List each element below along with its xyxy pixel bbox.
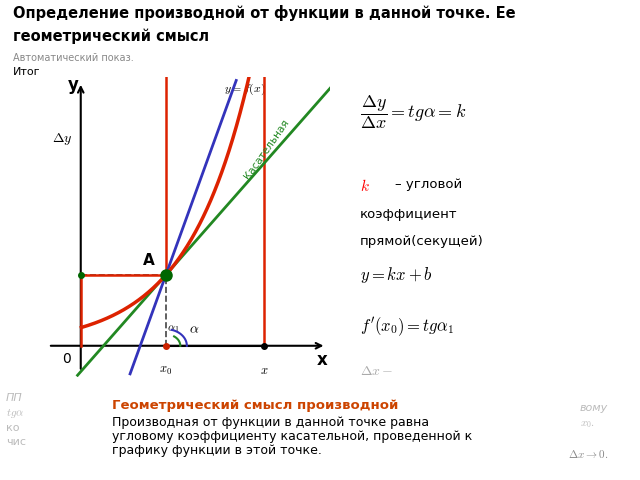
Text: угловому коэффициенту касательной, проведенной к: угловому коэффициенту касательной, прове… [112,430,472,443]
Text: $x_0$: $x_0$ [159,364,172,377]
Text: Автоматический показ.: Автоматический показ. [13,53,134,63]
Text: y: y [67,75,78,94]
Text: ПП: ПП [6,393,23,403]
Text: $\Delta x \to 0.$: $\Delta x \to 0.$ [568,448,609,460]
Text: A: A [143,252,155,267]
Text: $\Delta x -$: $\Delta x -$ [360,364,393,378]
Text: $y = kx + b$: $y = kx + b$ [360,264,433,285]
Text: ко: ко [6,423,19,433]
Text: геометрический смысл: геометрический смысл [13,29,209,44]
Text: чис: чис [6,437,26,447]
Text: $k$: $k$ [360,178,369,193]
Text: Касательная: Касательная [243,117,291,180]
Text: Итог: Итог [13,67,40,77]
Text: – угловой: – угловой [395,178,462,191]
Text: $\Delta y$: $\Delta y$ [52,131,72,147]
Text: $f'(x_0) = tg\alpha_1$: $f'(x_0) = tg\alpha_1$ [360,316,454,338]
Text: x: x [316,351,327,369]
Text: прямой(секущей): прямой(секущей) [360,235,483,248]
Text: Геометрический смысл производной: Геометрический смысл производной [112,399,398,412]
Text: $\alpha$: $\alpha$ [189,323,200,336]
Text: $\alpha_1$: $\alpha_1$ [167,324,180,336]
Text: 0: 0 [62,352,70,366]
Text: коэффициент: коэффициент [360,208,457,221]
Text: Производная от функции в данной точке равна: Производная от функции в данной точке ра… [112,416,429,429]
Text: $tg\alpha$: $tg\alpha$ [6,407,24,420]
Text: графику функции в этой точке.: графику функции в этой точке. [112,444,322,456]
Text: $y = f(x)$: $y = f(x)$ [223,82,266,97]
Text: $x$: $x$ [260,364,268,377]
Text: $\dfrac{\Delta y}{\Delta x} = tg\alpha = k$: $\dfrac{\Delta y}{\Delta x} = tg\alpha =… [360,94,466,131]
Text: B: B [269,0,281,1]
Text: вому: вому [580,403,608,413]
Text: $x_0.$: $x_0.$ [580,419,595,430]
Text: Определение производной от функции в данной точке. Ее: Определение производной от функции в дан… [13,5,515,21]
